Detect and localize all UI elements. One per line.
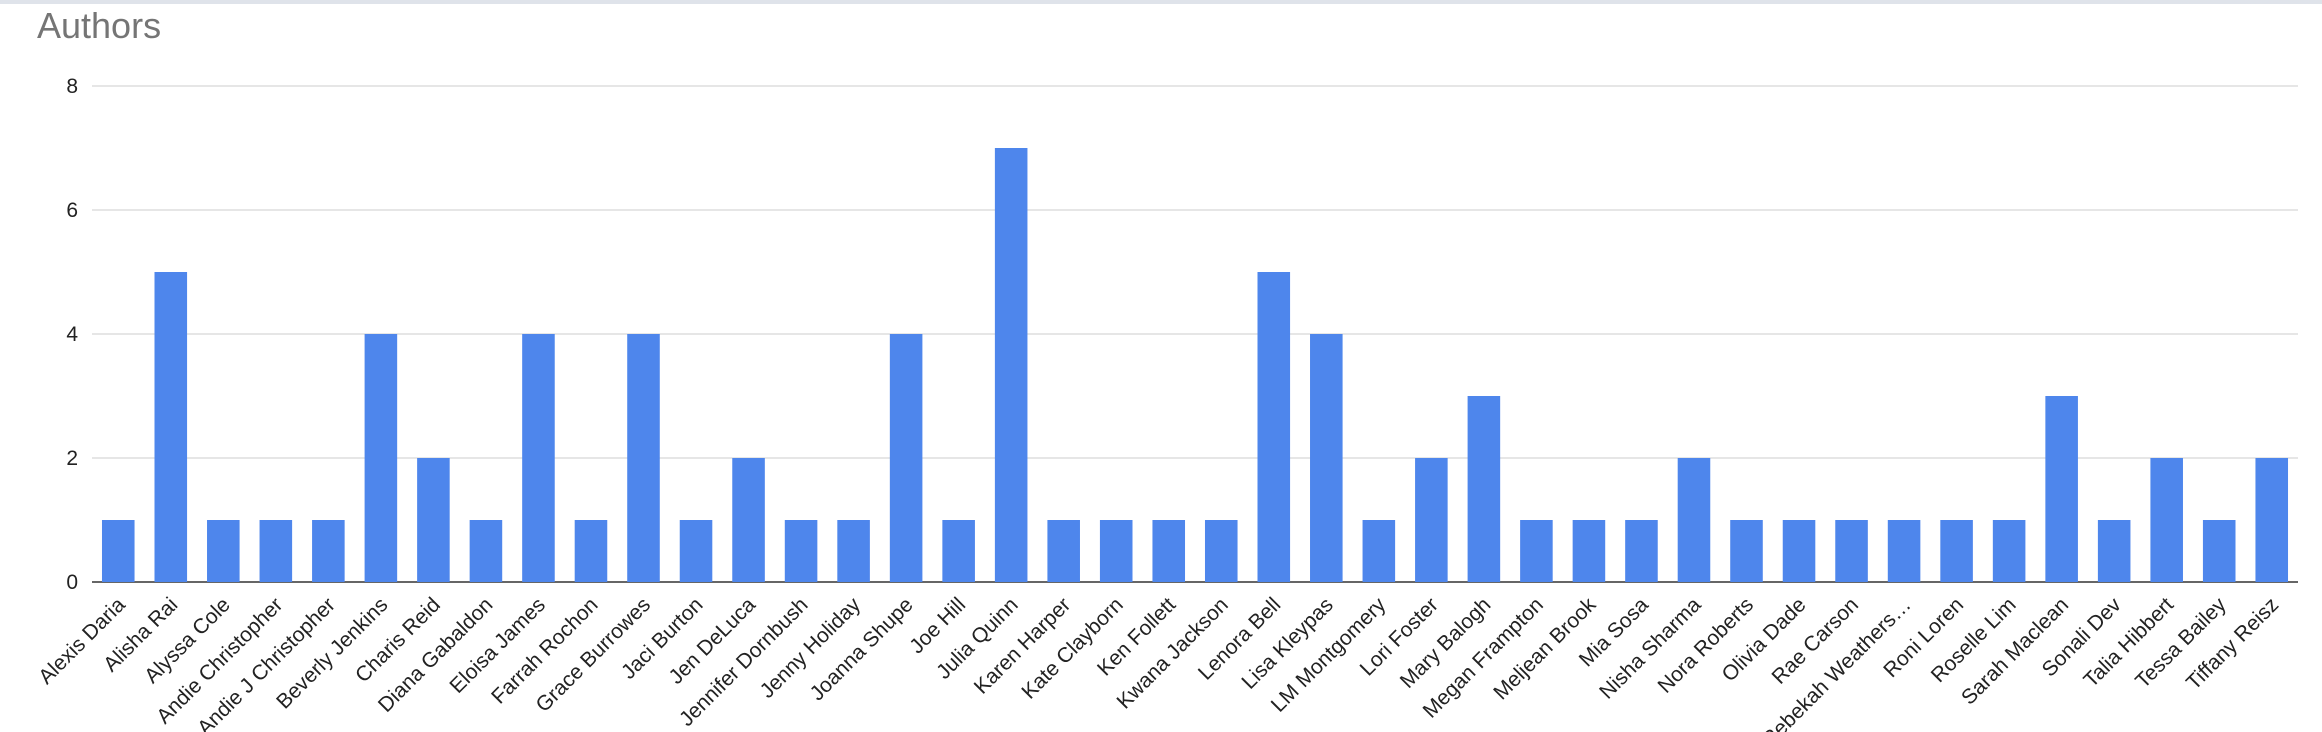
bar <box>1520 520 1553 582</box>
bar <box>1310 334 1343 582</box>
bar <box>2150 458 2183 582</box>
bar <box>2045 396 2078 582</box>
bar <box>574 520 608 582</box>
bar <box>1887 520 1921 582</box>
bar <box>2202 520 2236 582</box>
y-tick-label: 4 <box>66 323 78 346</box>
bar <box>2097 520 2131 582</box>
bar <box>1730 520 1763 582</box>
y-tick-label: 8 <box>66 75 78 98</box>
bar <box>1152 520 1186 582</box>
bar <box>1257 272 1291 582</box>
bar <box>1625 520 1658 582</box>
bar <box>1362 520 1396 582</box>
bar <box>1099 520 1133 582</box>
bar <box>784 520 818 582</box>
bar <box>837 520 870 582</box>
bar <box>469 520 503 582</box>
bar <box>1992 520 2026 582</box>
bar <box>154 272 188 582</box>
bar <box>2255 458 2289 582</box>
bar <box>522 334 555 582</box>
bar <box>942 520 975 582</box>
chart-title: Authors <box>37 5 161 46</box>
bar <box>627 334 660 582</box>
bar <box>1835 520 1868 582</box>
top-border <box>0 0 2322 4</box>
bar <box>994 148 1028 582</box>
bar <box>417 458 450 582</box>
bar <box>1677 458 1711 582</box>
bar <box>364 334 398 582</box>
bar <box>1467 396 1501 582</box>
bar <box>889 334 923 582</box>
bar <box>312 520 345 582</box>
bar <box>1782 520 1816 582</box>
bar <box>259 520 293 582</box>
bar <box>1940 520 1973 582</box>
bar <box>101 520 135 582</box>
bar <box>1415 458 1448 582</box>
y-tick-label: 0 <box>66 571 78 594</box>
bar <box>732 458 765 582</box>
bar <box>679 520 713 582</box>
x-tick-label: Tiffany Reisz <box>2182 593 2283 694</box>
bar <box>1572 520 1606 582</box>
bar <box>1047 520 1080 582</box>
bar <box>1204 520 1238 582</box>
y-tick-label: 2 <box>66 447 78 470</box>
bar <box>207 520 240 582</box>
y-tick-label: 6 <box>66 199 78 222</box>
